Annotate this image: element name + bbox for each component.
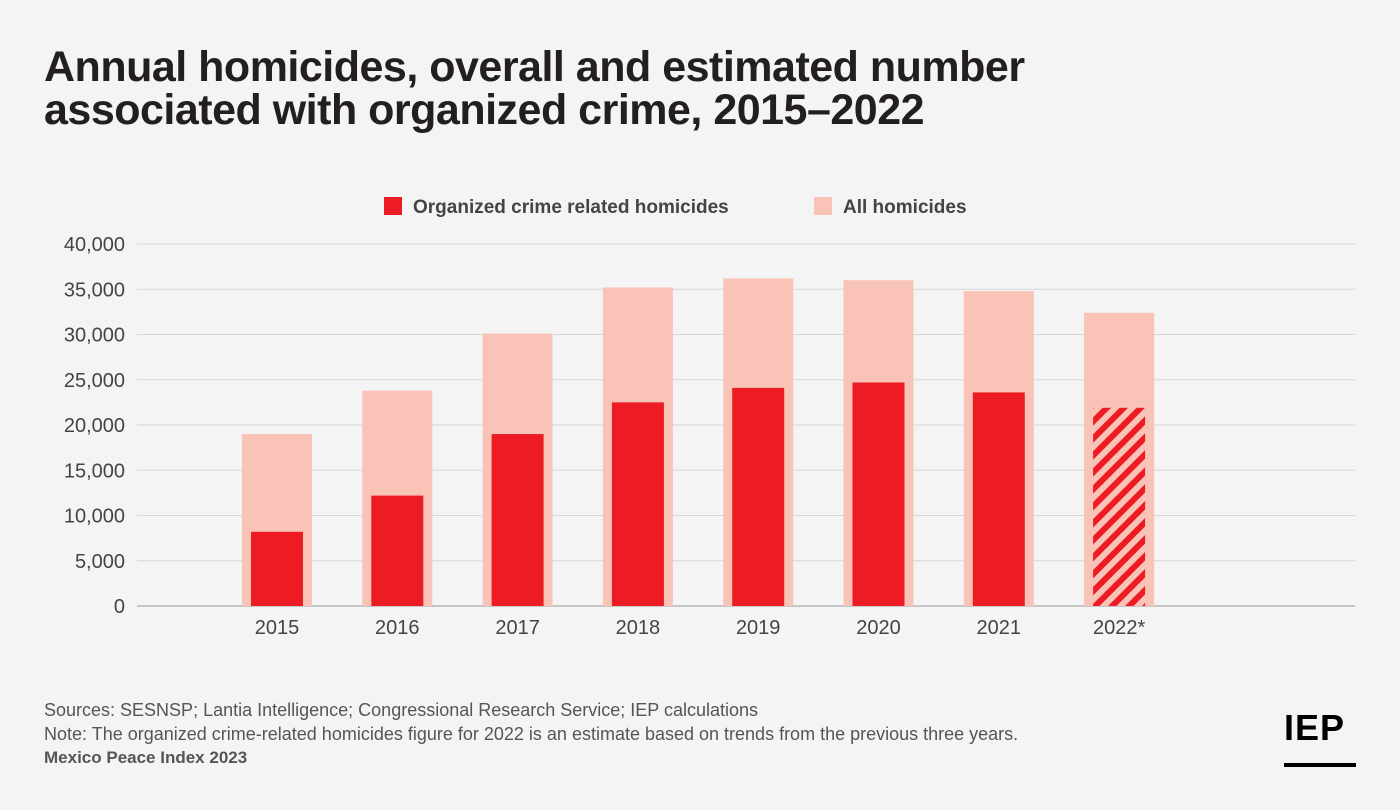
sources-text: Sources: SESNSP; Lantia Intelligence; Co… — [44, 700, 759, 720]
x-tick-label: 2022* — [1093, 617, 1145, 639]
y-tick-label: 20,000 — [64, 415, 125, 437]
note-text: Note: The organized crime-related homici… — [44, 724, 1019, 744]
bar-organized-crime — [972, 392, 1025, 606]
footer: Sources: SESNSP; Lantia Intelligence; Co… — [44, 698, 1018, 770]
x-tick-label: 2021 — [977, 617, 1022, 639]
x-tick-label: 2016 — [375, 617, 420, 639]
y-tick-label: 15,000 — [64, 460, 125, 482]
bar-organized-crime-estimate — [1093, 407, 1146, 606]
bar-organized-crime — [491, 434, 544, 606]
y-tick-label: 5,000 — [75, 551, 125, 573]
chart-title-line-2: associated with organized crime, 2015–20… — [44, 86, 925, 134]
bar-organized-crime — [852, 382, 905, 606]
chart-title: Annual homicides, overall and estimated … — [44, 46, 1244, 132]
y-tick-label: 40,000 — [64, 234, 125, 256]
x-tick-label: 2015 — [255, 617, 300, 639]
bar-organized-crime — [732, 387, 785, 606]
chart-legend: Organized crime related homicides All hom… — [384, 197, 967, 218]
legend-swatch — [384, 197, 402, 215]
x-tick-label: 2019 — [736, 617, 781, 639]
iep-logo-text: IEP — [1284, 707, 1346, 748]
bar-chart: Organized crime related homicides All hom… — [64, 197, 1355, 639]
y-tick-label: 25,000 — [64, 370, 125, 392]
iep-logo-underline — [1284, 763, 1356, 767]
y-tick-label: 35,000 — [64, 279, 125, 301]
chart-title-line-1: Annual homicides, overall and estimated … — [44, 43, 1025, 91]
iep-logo: IEP — [1284, 708, 1356, 768]
legend-label: Organized crime related homicides — [413, 197, 729, 218]
y-tick-label: 30,000 — [64, 325, 125, 347]
bar-organized-crime — [251, 531, 303, 606]
legend-swatch — [814, 197, 832, 215]
legend-label: All homicides — [843, 197, 967, 218]
y-axis-tick-labels: 0 5,000 10,000 15,000 20,000 25,000 30,000 35,0… — [64, 234, 125, 618]
y-tick-label: 0 — [114, 596, 125, 618]
bar-organized-crime — [371, 495, 424, 606]
x-tick-label: 2017 — [495, 617, 540, 639]
x-tick-label: 2020 — [856, 617, 901, 639]
x-axis-tick-labels: 2015 2016 2017 2018 2019 2020 2021 2022* — [255, 617, 1146, 639]
y-tick-label: 10,000 — [64, 506, 125, 528]
x-tick-label: 2018 — [616, 617, 661, 639]
publication-text: Mexico Peace Index 2023 — [44, 748, 248, 767]
bars — [242, 278, 1155, 606]
bar-organized-crime — [611, 402, 664, 606]
